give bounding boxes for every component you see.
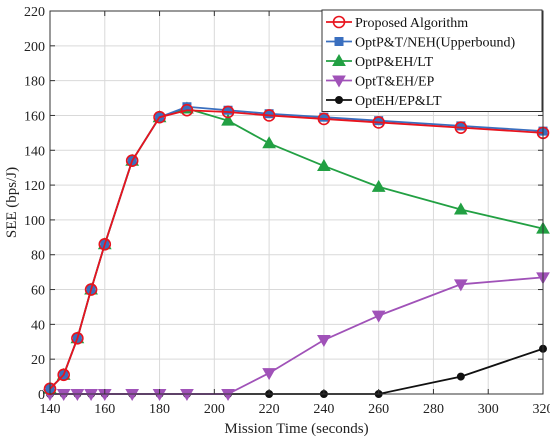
legend-label: OptP&T/NEH(Upperbound) — [355, 36, 516, 51]
x-tick-label: 280 — [423, 402, 444, 417]
x-tick-label: 180 — [149, 402, 170, 417]
data-point — [56, 389, 71, 402]
series-line — [50, 276, 544, 395]
series-2 — [43, 101, 550, 394]
data-point — [317, 335, 331, 348]
plot-frame — [49, 10, 544, 395]
legend: Proposed Algorithm OptP&T/NEH(Upperbound)… — [321, 9, 543, 112]
y-tick-label: 80 — [31, 249, 45, 264]
data-point — [221, 389, 235, 402]
data-point — [70, 389, 85, 402]
data-point — [153, 110, 166, 124]
x-tick-label: 240 — [313, 402, 334, 417]
data-point — [453, 202, 468, 215]
legend-marker — [334, 37, 344, 46]
x-axis-label: Mission Time (seconds) — [224, 421, 368, 437]
legend-label: OptT&EH/EP — [355, 75, 435, 90]
data-point — [57, 368, 70, 382]
legend-label: Proposed Algorithm — [355, 16, 468, 31]
y-tick-label: 220 — [24, 5, 45, 20]
y-tick-label: 200 — [24, 40, 45, 55]
legend-item: OptEH/EP&LT — [326, 94, 442, 109]
series-4 — [46, 344, 547, 398]
y-axis-label: SEE (bps/J) — [4, 167, 20, 238]
data-point — [71, 331, 84, 345]
data-point — [454, 121, 468, 134]
series-line — [49, 105, 544, 390]
data-point — [317, 158, 331, 171]
legend-item: OptP&T/NEH(Upperbound) — [326, 36, 516, 51]
legend-item: OptP&EH/LT — [326, 53, 433, 70]
data-point — [371, 310, 386, 323]
axis-ticks: 140 160 180 200 220 240 260 280 300 320 0 20 40 60 80 1… — [24, 5, 550, 417]
legend-item: Proposed Algorithm — [326, 15, 468, 31]
data-point — [317, 112, 331, 126]
data-point — [84, 389, 98, 402]
legend-box — [321, 9, 543, 112]
data-point — [262, 368, 276, 381]
data-point — [221, 105, 235, 119]
legend-marker — [332, 75, 346, 88]
x-tick-label: 300 — [478, 402, 499, 417]
y-tick-label: 40 — [31, 318, 45, 333]
y-tick-label: 60 — [31, 284, 45, 299]
y-tick-label: 20 — [31, 353, 45, 368]
legend-label: OptEH/EP&LT — [355, 94, 442, 109]
series-layer — [43, 101, 550, 402]
series-line — [49, 109, 544, 390]
y-tick-label: 160 — [24, 109, 45, 124]
data-point — [262, 136, 276, 149]
series-3 — [43, 272, 550, 402]
data-point — [453, 279, 468, 292]
data-point — [98, 237, 112, 251]
data-point — [372, 116, 385, 129]
legend-marker — [332, 15, 346, 29]
legend-marker — [335, 96, 343, 104]
y-tick-label: 140 — [24, 144, 45, 159]
x-tick-label: 320 — [533, 402, 550, 417]
data-point — [371, 179, 386, 192]
data-point — [125, 154, 139, 168]
y-tick-label: 0 — [38, 388, 45, 403]
x-tick-label: 260 — [368, 402, 389, 417]
data-point — [180, 103, 194, 117]
y-tick-label: 120 — [24, 179, 45, 194]
x-tick-label: 220 — [259, 402, 280, 417]
data-point — [180, 389, 194, 402]
y-tick-label: 180 — [24, 75, 45, 90]
data-point — [84, 283, 98, 296]
series-0 — [43, 103, 550, 396]
legend-marker — [332, 53, 346, 66]
x-tick-label: 200 — [204, 402, 225, 417]
y-tick-label: 100 — [24, 214, 45, 229]
legend-item: OptT&EH/EP — [326, 75, 435, 90]
data-point — [456, 372, 465, 381]
data-point — [262, 109, 276, 122]
series-1 — [45, 102, 548, 394]
x-tick-label: 160 — [94, 402, 115, 417]
data-point — [125, 389, 140, 402]
data-point — [221, 113, 235, 126]
x-tick-label: 140 — [40, 402, 61, 417]
legend-label: OptP&EH/LT — [355, 55, 433, 70]
